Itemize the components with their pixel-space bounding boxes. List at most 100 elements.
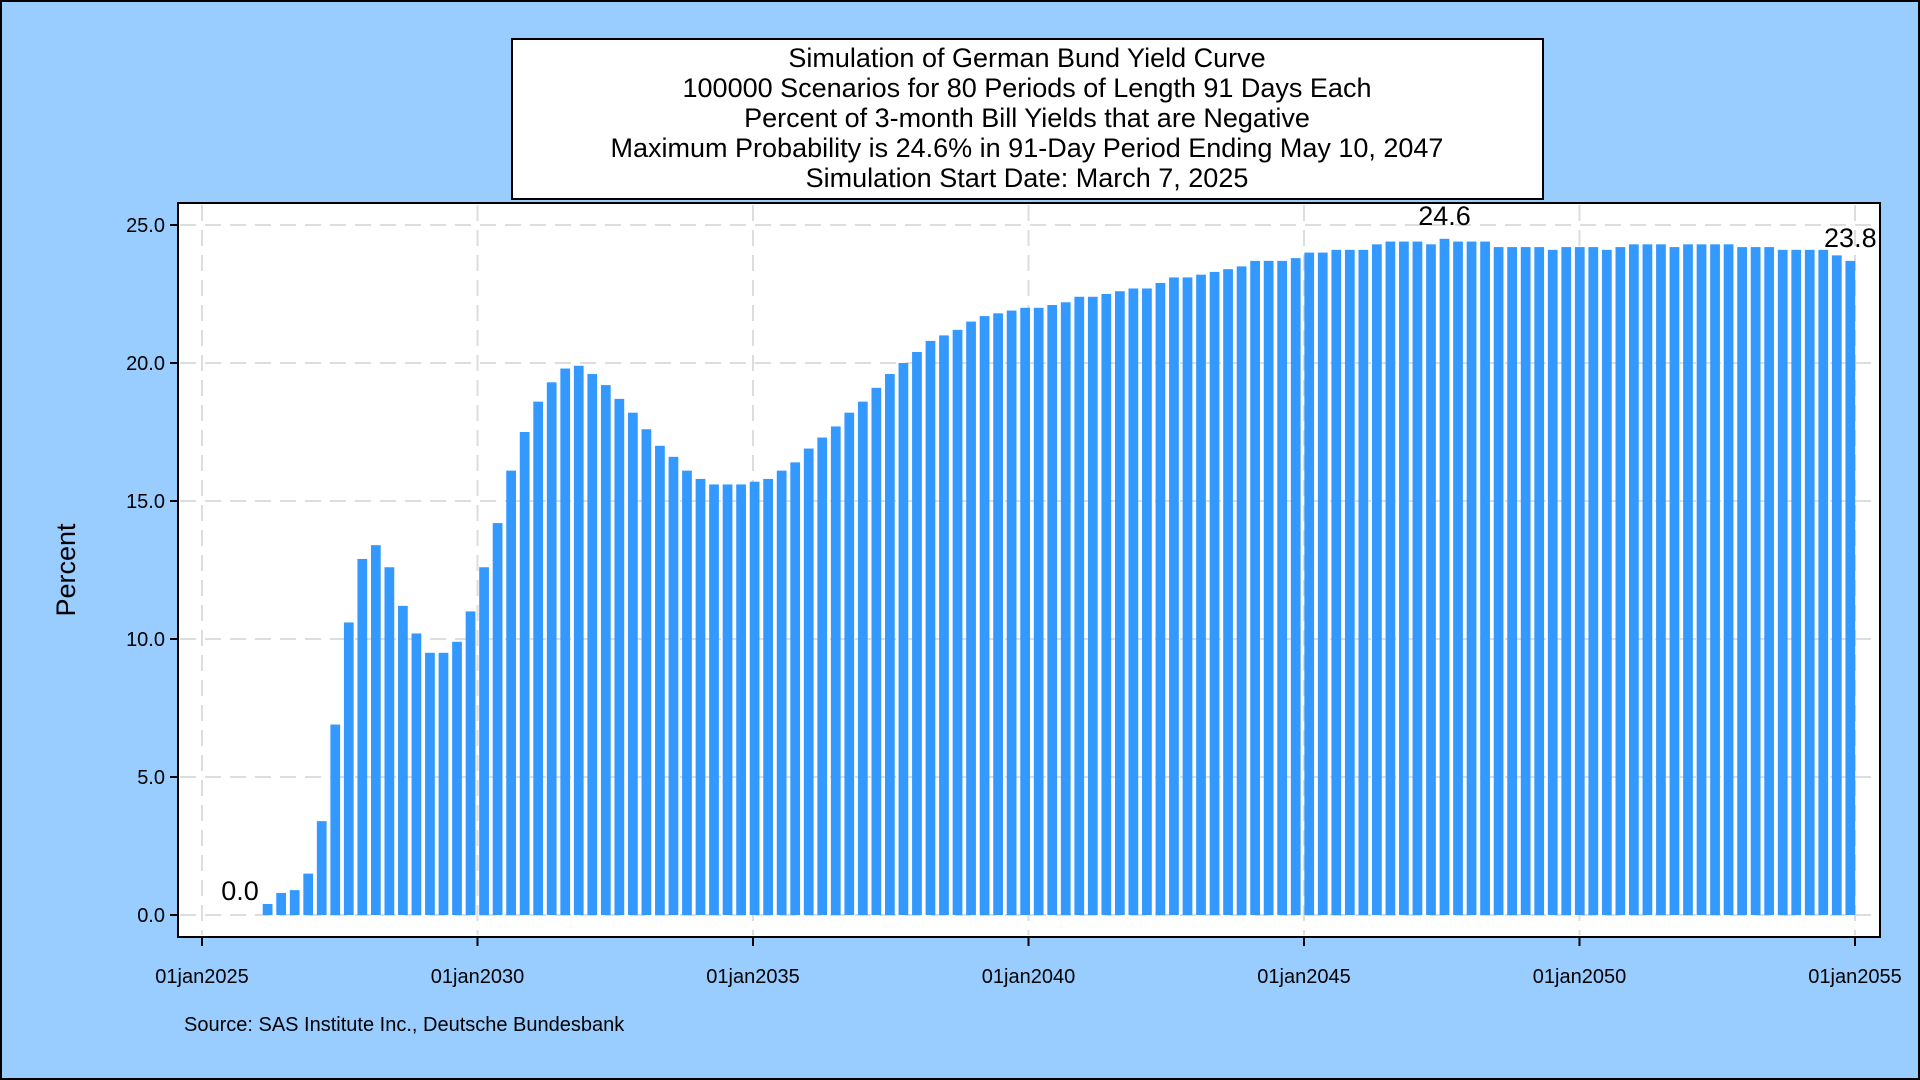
title-line: Simulation Start Date: March 7, 2025 <box>806 163 1249 193</box>
bar <box>1777 249 1788 916</box>
data-label: 0.0 <box>221 876 259 906</box>
bar <box>912 351 922 916</box>
bar <box>1629 244 1639 915</box>
x-tick-label: 01jan2030 <box>431 966 524 988</box>
title-line: 100000 Scenarios for 80 Periods of Lengt… <box>683 73 1372 103</box>
bar <box>1087 296 1098 915</box>
bar <box>790 462 801 915</box>
bar <box>1845 260 1856 915</box>
title-box <box>511 38 1544 200</box>
bar <box>1588 247 1599 915</box>
bar <box>1033 307 1044 915</box>
bar <box>1060 302 1071 915</box>
bar <box>1683 244 1693 915</box>
bar <box>1290 258 1301 915</box>
bar <box>763 478 774 915</box>
bar <box>1453 241 1463 915</box>
bar <box>1128 288 1139 916</box>
bar <box>262 903 273 915</box>
bar <box>1006 310 1017 915</box>
bar <box>668 456 679 915</box>
bar <box>411 633 422 915</box>
bar <box>1399 241 1409 915</box>
bar <box>1710 244 1720 915</box>
bar <box>844 412 855 915</box>
bar <box>289 890 300 915</box>
bar <box>1818 249 1829 916</box>
bar <box>1169 277 1179 915</box>
bar <box>1074 296 1085 915</box>
x-tick-label: 01jan2055 <box>1808 966 1901 988</box>
bar <box>1263 260 1274 915</box>
bar <box>871 387 882 916</box>
y-tick-label: 5.0 <box>137 767 165 789</box>
bar <box>1669 247 1680 915</box>
bar <box>1493 247 1504 915</box>
x-axis: 01jan2025 01jan2030 01jan2035 01jan2040 01ja… <box>155 937 1902 988</box>
y-axis-label: Percent <box>51 523 81 617</box>
bar <box>1696 244 1707 915</box>
bar <box>370 545 381 915</box>
bar <box>1196 274 1206 915</box>
bar <box>1439 238 1450 916</box>
bar <box>1561 247 1572 915</box>
bar <box>736 484 746 915</box>
bar <box>398 605 408 915</box>
y-tick-label: 15.0 <box>126 491 165 513</box>
data-label: 23.8 <box>1824 223 1877 253</box>
data-labels: 0.0 24.6 23.8 <box>221 201 1876 906</box>
bar <box>1466 241 1477 915</box>
bar <box>1547 249 1558 916</box>
bar <box>303 873 314 915</box>
bar <box>465 611 476 915</box>
x-tick-label: 01jan2025 <box>155 966 248 988</box>
bar <box>627 412 638 915</box>
bar <box>479 567 489 915</box>
bar <box>316 821 327 915</box>
bar <box>492 523 503 915</box>
y-axis: 0.0 5.0 10.0 15.0 20.0 25.0 <box>126 215 178 927</box>
bar <box>276 892 287 915</box>
bar <box>1507 247 1518 915</box>
bar <box>384 567 395 915</box>
bar <box>1250 260 1260 915</box>
bar <box>857 401 868 915</box>
bar <box>1182 277 1193 915</box>
bar <box>1791 249 1802 916</box>
title-line: Simulation of German Bund Yield Curve <box>788 43 1265 73</box>
bar <box>506 470 516 915</box>
bar <box>885 374 895 915</box>
x-tick-label: 01jan2035 <box>706 966 799 988</box>
bar <box>1047 305 1058 915</box>
source-note: Source: SAS Institute Inc., Deutsche Bun… <box>184 1014 625 1036</box>
bar <box>1209 271 1220 915</box>
bar <box>343 622 354 915</box>
y-tick-label: 0.0 <box>137 905 165 927</box>
title-line: Percent of 3-month Bill Yields that are … <box>744 103 1310 133</box>
data-label: 24.6 <box>1418 201 1471 231</box>
bar <box>1317 252 1328 916</box>
bar <box>1601 249 1612 916</box>
y-tick-label: 20.0 <box>126 353 165 375</box>
bar <box>587 374 598 915</box>
bar <box>1142 288 1152 916</box>
bar <box>1114 291 1125 915</box>
bar <box>1804 249 1815 916</box>
bar <box>573 365 584 915</box>
bar <box>1385 241 1396 915</box>
bar <box>1304 252 1315 916</box>
bar <box>425 652 435 915</box>
bar <box>1371 244 1382 915</box>
bar <box>925 340 936 915</box>
bar <box>1750 247 1761 915</box>
bar <box>1358 249 1369 916</box>
bar <box>1642 244 1653 915</box>
bar <box>776 470 787 915</box>
x-tick-label: 01jan2040 <box>982 966 1075 988</box>
bar <box>898 363 909 915</box>
bar <box>830 426 841 915</box>
bar <box>1101 294 1112 915</box>
bar <box>357 558 368 915</box>
bar <box>1615 247 1626 915</box>
